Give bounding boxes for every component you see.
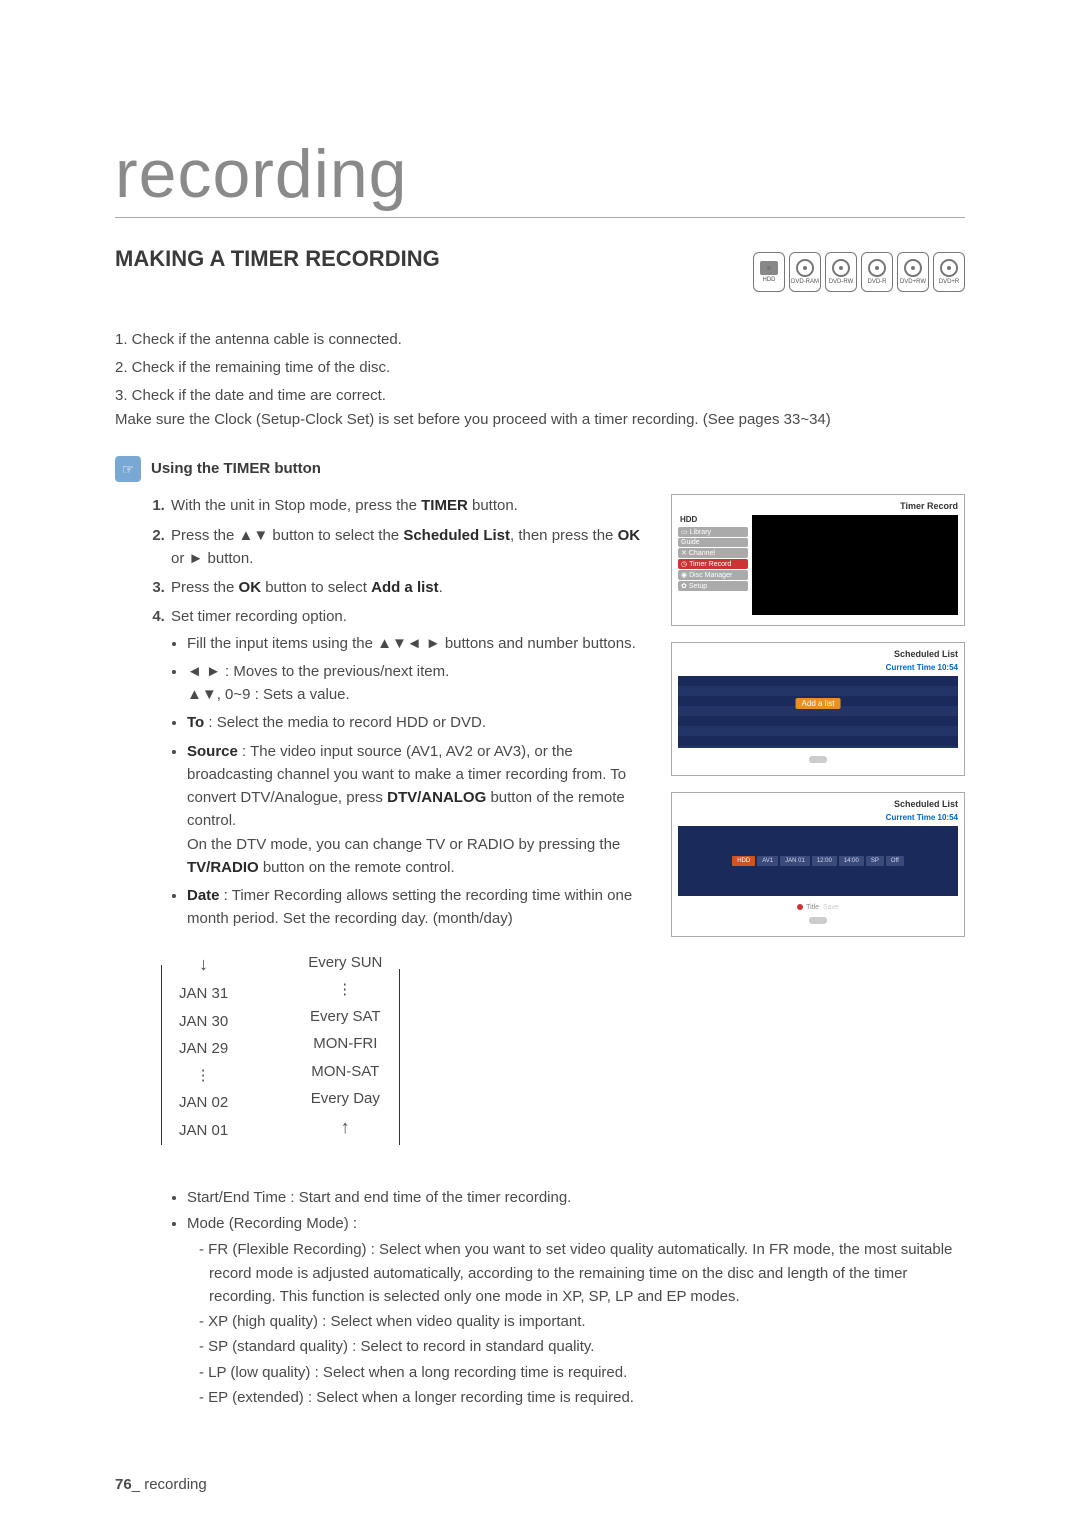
bullet-date: Date : Timer Recording allows setting th… (187, 884, 653, 931)
date-right-column: Every SUN ⋮ Every SAT MON-FRI MON-SAT Ev… (308, 949, 382, 1144)
screen-title: Timer Record (678, 501, 958, 511)
add-list-button: Add a list (796, 698, 841, 709)
menu-setup: ✿ Setup (678, 581, 748, 591)
disc-type-icons: HDD DVD-RAM DVD-RW DVD-R DVD+RW DVD+R (753, 252, 965, 292)
intro-item: 2. Check if the remaining time of the di… (115, 356, 965, 381)
page-footer: 76_ recording (115, 1476, 207, 1493)
screen-title: Scheduled List (678, 799, 958, 809)
field-date: JAN 01 (780, 856, 810, 866)
ok-pill-icon (809, 917, 827, 924)
field-row: HDD AV1 JAN 01 12:00 14:00 SP Off (732, 856, 904, 866)
disc-icon-dvdrw: DVD-RW (825, 252, 857, 292)
ok-pill-icon (809, 756, 827, 763)
hand-icon: ☞ (115, 456, 141, 482)
screen-scheduled-edit: Scheduled List Current Time 10:54 HDD AV… (671, 792, 965, 937)
bullet-source: Source : The video input source (AV1, AV… (187, 740, 653, 880)
lower-mode: Mode (Recording Mode) : - FR (Flexible R… (187, 1212, 965, 1409)
step-4: Set timer recording option. Fill the inp… (169, 605, 653, 930)
menu-hdd: HDD (680, 515, 748, 524)
mode-lp: - LP (low quality) : Select when a long … (199, 1361, 965, 1384)
disc-icon-dvdpr: DVD+R (933, 252, 965, 292)
menu-guide: Guide (678, 538, 748, 547)
bullet-to: To : Select the media to record HDD or D… (187, 711, 653, 734)
screen-time: Current Time 10:54 (678, 813, 958, 822)
intro-note: Make sure the Clock (Setup-Clock Set) is… (115, 411, 965, 428)
screen-scheduled-list: Scheduled List Current Time 10:54 Add a … (671, 642, 965, 776)
screen-timer-record: Timer Record HDD ▭ Library Guide ✕ Chann… (671, 494, 965, 626)
lower-start-end: Start/End Time : Start and end time of t… (187, 1186, 965, 1209)
screenshots-column: Timer Record HDD ▭ Library Guide ✕ Chann… (671, 494, 965, 1156)
screen-hints: Title Save (678, 904, 958, 926)
red-dot-icon (797, 904, 803, 910)
mode-sp: - SP (standard quality) : Select to reco… (199, 1335, 965, 1358)
screen-title: Scheduled List (678, 649, 958, 659)
field-end: 14:00 (839, 856, 864, 866)
date-diagram: JAN 31 JAN 30 JAN 29 ⋮ JAN 02 JAN 01 Eve… (179, 949, 653, 1144)
screen-time: Current Time 10:54 (678, 663, 958, 672)
menu-disc-manager: ◉ Disc Manager (678, 570, 748, 580)
menu-timer-record: ◷ Timer Record (678, 559, 748, 569)
field-start: 12:00 (812, 856, 837, 866)
step-3: Press the OK button to select Add a list… (169, 576, 653, 599)
field-to: HDD (732, 856, 755, 866)
field-mode: SP (866, 856, 884, 866)
mode-ep: - EP (extended) : Select when a longer r… (199, 1386, 965, 1409)
bullet-fill: Fill the input items using the ▲▼◄ ► but… (187, 632, 653, 655)
disc-icon-dvdr: DVD-R (861, 252, 893, 292)
intro-item: 3. Check if the date and time are correc… (115, 384, 965, 409)
mode-fr: - FR (Flexible Recording) : Select when … (199, 1238, 965, 1308)
mode-xp: - XP (high quality) : Select when video … (199, 1310, 965, 1333)
menu-channel: ✕ Channel (678, 548, 748, 558)
disc-icon-dvdram: DVD-RAM (789, 252, 821, 292)
field-source: AV1 (757, 856, 778, 866)
steps-column: With the unit in Stop mode, press the TI… (115, 494, 653, 1156)
disc-icon-hdd: HDD (753, 252, 785, 292)
page-title: recording (115, 135, 965, 218)
step-1: With the unit in Stop mode, press the TI… (169, 494, 653, 517)
date-left-column: JAN 31 JAN 30 JAN 29 ⋮ JAN 02 JAN 01 (179, 949, 228, 1144)
step-2: Press the ▲▼ button to select the Schedu… (169, 524, 653, 571)
menu-library: ▭ Library (678, 527, 748, 537)
disc-icon-dvdprw: DVD+RW (897, 252, 929, 292)
lower-section: Start/End Time : Start and end time of t… (173, 1186, 965, 1409)
field-vps: Off (886, 856, 904, 866)
intro-checklist: 1. Check if the antenna cable is connect… (115, 328, 965, 408)
intro-item: 1. Check if the antenna cable is connect… (115, 328, 965, 353)
bullet-nav: ◄ ► : Moves to the previous/next item.▲▼… (187, 660, 653, 707)
sub-title: Using the TIMER button (151, 456, 321, 477)
